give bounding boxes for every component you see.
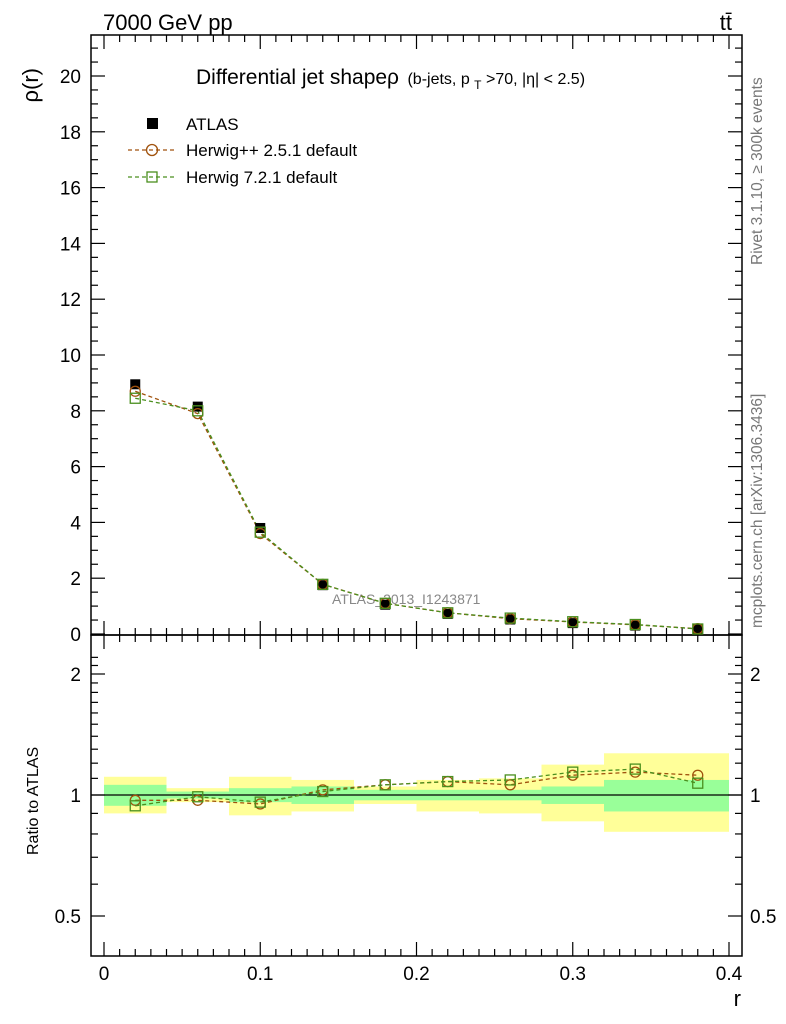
y-tick-label-main: 20 (60, 67, 81, 88)
legend-label-herwig-pp: Herwig++ 2.5.1 default (186, 141, 357, 160)
process-label: tt̄ (720, 10, 732, 35)
y-tick-label-main: 14 (60, 234, 82, 255)
atlas-point (317, 580, 328, 591)
y-tick-label-main: 6 (70, 458, 81, 479)
legend-marker-herwig7 (146, 171, 158, 183)
y-tick-label-main: 0 (70, 625, 81, 646)
x-tick-label: 0.1 (247, 964, 273, 985)
herwig7-point (567, 616, 579, 628)
mcplots-label: mcplots.cern.ch [arXiv:1306.3436] (749, 394, 766, 628)
y-tick-label-main: 8 (70, 402, 81, 423)
herwig7-point (379, 597, 391, 609)
atlas-point (192, 401, 203, 412)
herwig7-point (629, 618, 641, 631)
y-tick-label-ratio-left: 0.5 (55, 907, 81, 928)
legend-label-atlas: ATLAS (186, 115, 239, 134)
atlas-point (692, 624, 703, 635)
y-tick-label-main: 16 (60, 179, 81, 200)
chart-title-main: Differential jet shapeρ (196, 66, 399, 89)
chart-title-sub-T: T (474, 78, 482, 92)
ratio-herwig7-point (442, 775, 454, 788)
y-tick-label-main: 12 (60, 290, 81, 311)
ratio-line-herwig7 (135, 768, 698, 807)
ratio-herwig7-point (692, 777, 704, 789)
y-tick-label-ratio-left: 2 (70, 665, 81, 686)
ratio-herwig7-point (317, 785, 329, 798)
legend-label-herwig7: Herwig 7.2.1 default (186, 168, 337, 187)
legend-marker-herwig-pp (145, 143, 159, 157)
ratio-herwig7-point (567, 766, 579, 778)
herwig-pp-point (129, 385, 141, 397)
chart-title-sub-rest: >70, |η| < 2.5) (486, 71, 585, 88)
legend: ATLAS Herwig++ 2.5.1 default Herwig 7.2.… (128, 115, 357, 187)
y-tick-label-main: 2 (70, 569, 81, 590)
atlas-point (567, 618, 578, 629)
x-tick-label: 0 (99, 964, 110, 985)
herwig7-point (692, 623, 704, 635)
series-line-herwig7 (135, 397, 698, 630)
y-tick-label-ratio-left: 1 (70, 786, 81, 807)
ratio-herwig7-point (379, 779, 391, 791)
band-inner-bin (666, 779, 729, 812)
y-tick-label-ratio-right: 2 (750, 665, 761, 686)
ratio-herwig7-point (504, 774, 516, 786)
herwig7-point (317, 578, 329, 590)
herwig7-point (192, 405, 204, 417)
herwig7-point (442, 607, 454, 619)
ratio-series (129, 763, 704, 812)
herwig7-point (254, 526, 266, 538)
y-tick-label-main: 10 (60, 346, 81, 367)
ratio-herwig7-point (254, 796, 266, 808)
beam-label: 7000 GeV pp (103, 10, 233, 35)
band-inner-bin (604, 779, 667, 812)
ratio-herwig7-point (192, 791, 204, 803)
atlas-point (442, 608, 453, 619)
x-tick-label: 0.2 (403, 964, 429, 985)
herwig7-point (129, 392, 141, 404)
ratio-herwig7-point (629, 763, 641, 775)
atlas-point (505, 614, 516, 625)
atlas-point (630, 620, 641, 631)
analysis-label: ATLAS_2013_I1243871 (332, 591, 481, 607)
y-tick-label-main: 4 (70, 513, 81, 534)
ratio-herwig7-point (129, 800, 141, 812)
x-tick-label: 0.4 (716, 964, 743, 985)
axis-ticks (91, 35, 742, 956)
x-tick-label: 0.3 (560, 964, 586, 985)
chart-title: Differential jet shapeρ (b-jets, p T >70… (196, 66, 585, 93)
y-tick-label-ratio-right: 1 (750, 786, 761, 807)
atlas-point (380, 599, 391, 610)
herwig7-point (504, 612, 516, 624)
rivet-label: Rivet 3.1.10, ≥ 300k events (749, 77, 766, 265)
y-axis-title-main: ρ(r) (18, 68, 43, 103)
legend-marker-atlas (147, 118, 158, 129)
y-tick-label-ratio-right: 0.5 (750, 907, 776, 928)
x-axis-title: r (734, 986, 741, 1011)
y-axis-title-ratio: Ratio to ATLAS (25, 747, 42, 855)
chart-title-sub: (b-jets, p (407, 71, 469, 88)
y-tick-label-main: 18 (60, 123, 81, 144)
ratio-herwig-pp-point (692, 769, 704, 781)
main-series (129, 379, 704, 635)
atlas-point (130, 379, 141, 390)
